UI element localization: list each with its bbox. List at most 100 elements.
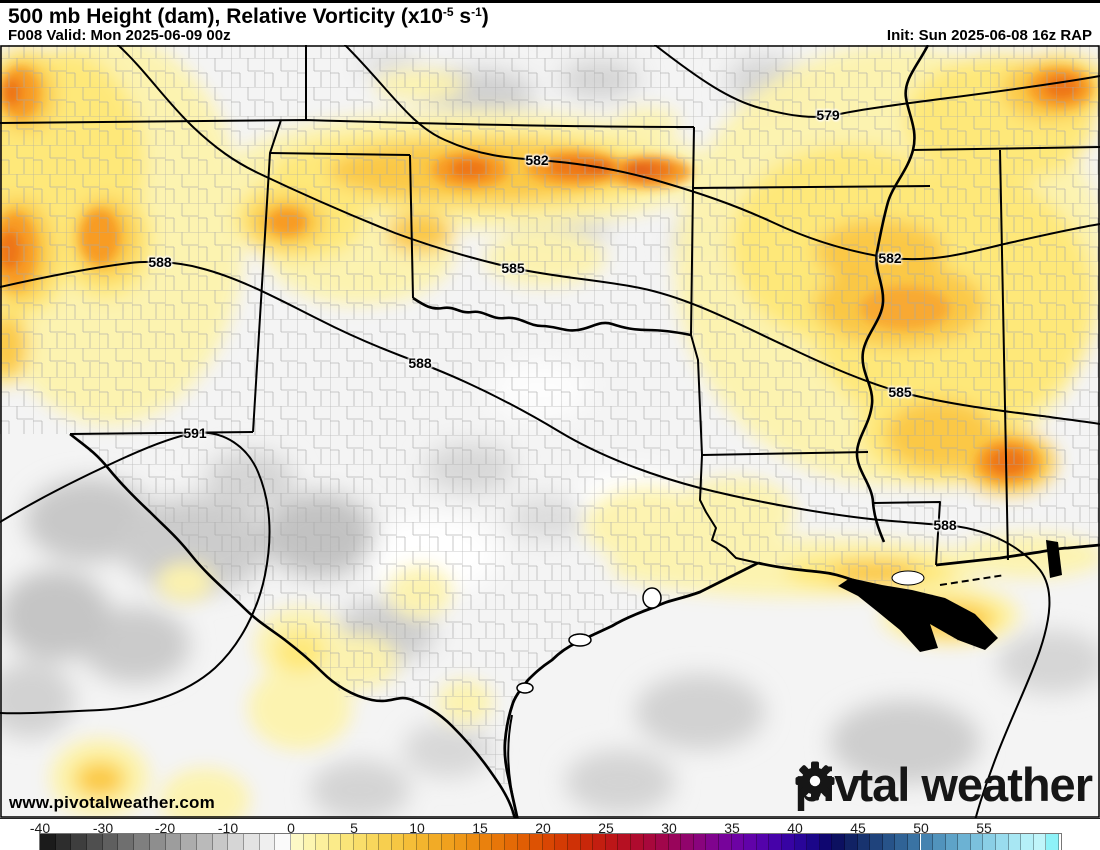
model-init-label: Init: Sun 2025-06-08 16z RAP <box>886 27 1092 44</box>
colorbar-tick-label: 50 <box>913 820 929 836</box>
colorbar-cell <box>744 834 757 850</box>
colorbar-tick-label: 35 <box>724 820 740 836</box>
colorbar-cell <box>681 834 694 850</box>
colorbar-tick-label: 55 <box>976 820 992 836</box>
contour-label: 579 <box>816 107 840 123</box>
colorbar-cell <box>1033 834 1047 850</box>
colorbar-tick-label: 5 <box>350 820 358 836</box>
colorbar-cell <box>228 834 244 850</box>
contour-label: 588 <box>148 254 172 270</box>
map-canvas: 579 582 582 585 585 588 588 588 591 www.pivotalw… <box>0 45 1100 818</box>
rivers <box>69 45 930 818</box>
colorbar-cell <box>404 834 417 850</box>
colorbar-cell <box>1021 834 1034 850</box>
colorbar-cell <box>71 834 88 850</box>
colorbar-cell <box>605 834 619 850</box>
colorbar-cell <box>870 834 883 850</box>
colorbar-cell <box>920 834 934 850</box>
contour-label: 588 <box>933 517 957 533</box>
contour-label: 591 <box>183 425 207 441</box>
colorbar-cell <box>542 834 556 850</box>
colorbar-cell <box>391 834 405 850</box>
pivotal-weather-logo: pivtal weather <box>795 761 1093 808</box>
colorbar-tick-label: 45 <box>850 820 866 836</box>
colorbar-cell <box>517 834 531 850</box>
forecast-valid-label: F008 Valid: Mon 2025-06-09 00z <box>8 27 231 44</box>
colorbar-cell <box>212 834 229 850</box>
colorbar-cell <box>782 834 795 850</box>
colorbar-cell <box>656 834 669 850</box>
colorbar-cell <box>857 834 871 850</box>
colorbar-cell <box>87 834 103 850</box>
colorbar-cell <box>492 834 506 850</box>
colorbar-tick-label: -30 <box>92 820 114 836</box>
colorbar-cell <box>567 834 581 850</box>
colorbar-cell <box>819 834 833 850</box>
colorbar-cell <box>291 834 304 850</box>
colorbar-cell <box>40 834 56 850</box>
colorbar-tick-label: 30 <box>661 820 677 836</box>
colorbar-cell <box>580 834 594 850</box>
contour-label: 585 <box>501 260 525 276</box>
colorbar-cell <box>55 834 72 850</box>
contour-label: 582 <box>878 250 902 266</box>
colorbar-tick-label: 0 <box>287 820 295 836</box>
colorbar-cell <box>341 834 354 850</box>
colorbar-cell <box>467 834 480 850</box>
colorbar-cell <box>693 834 707 850</box>
colorbar-cell <box>118 834 135 850</box>
page-title: 500 mb Height (dam), Relative Vorticity … <box>8 5 489 28</box>
colorbar-cell <box>1008 834 1022 850</box>
colorbar-cell <box>259 834 276 850</box>
colorbar-cell <box>844 834 858 850</box>
colorbar-cell <box>882 834 896 850</box>
colorbar-tick-label: -10 <box>217 820 239 836</box>
state-borders <box>0 45 1100 566</box>
colorbar-cell <box>379 834 392 850</box>
colorbar-cell <box>769 834 782 850</box>
colorbar: -40 -30 -20 -10 0 5 10 15 20 25 30 35 40 45 50 55 <box>0 818 1100 850</box>
colorbar-cell <box>756 834 770 850</box>
colorbar-cell <box>630 834 644 850</box>
contour-label: 585 <box>888 384 912 400</box>
delta-and-bays <box>516 540 1062 694</box>
colorbar-cell <box>454 834 468 850</box>
title-superscript: -5 <box>442 5 454 19</box>
colorbar-cell <box>895 834 908 850</box>
colorbar-tick-label: -20 <box>154 820 176 836</box>
colorbar-cell <box>719 834 732 850</box>
contour-label: 588 <box>408 355 432 371</box>
colorbar-cell <box>429 834 443 850</box>
colorbar-cell <box>505 834 518 850</box>
colorbar-cell <box>366 834 380 850</box>
map-frame <box>0 45 1100 818</box>
colorbar-cell <box>328 834 342 850</box>
colorbar-cell <box>832 834 845 850</box>
colorbar-cell <box>442 834 455 850</box>
colorbar-cell <box>807 834 820 850</box>
colorbar-cell <box>181 834 197 850</box>
height-contours <box>0 45 1100 818</box>
colorbar-tick-label: -40 <box>29 820 51 836</box>
title-superscript: -1 <box>471 5 482 19</box>
colorbar-cell <box>316 834 329 850</box>
colorbar-cell <box>958 834 971 850</box>
colorbar-cell <box>706 834 720 850</box>
colorbar-cell <box>794 834 808 850</box>
county-grid <box>0 45 1100 818</box>
colorbar-cell <box>593 834 606 850</box>
colorbar-tick-label: 25 <box>598 820 614 836</box>
title-block: 500 mb Height (dam), Relative Vorticity … <box>0 3 1100 45</box>
colorbar-bar <box>0 834 1100 850</box>
colorbar-cell <box>149 834 166 850</box>
colorbar-cell <box>165 834 182 850</box>
colorbar-cell <box>933 834 946 850</box>
colorbar-cell <box>983 834 997 850</box>
colorbar-cell <box>275 834 291 850</box>
colorbar-cell <box>970 834 984 850</box>
colorbar-tick-label: 40 <box>787 820 803 836</box>
colorbar-cell <box>303 834 317 850</box>
colorbar-cell <box>530 834 543 850</box>
colorbar-cell <box>618 834 631 850</box>
